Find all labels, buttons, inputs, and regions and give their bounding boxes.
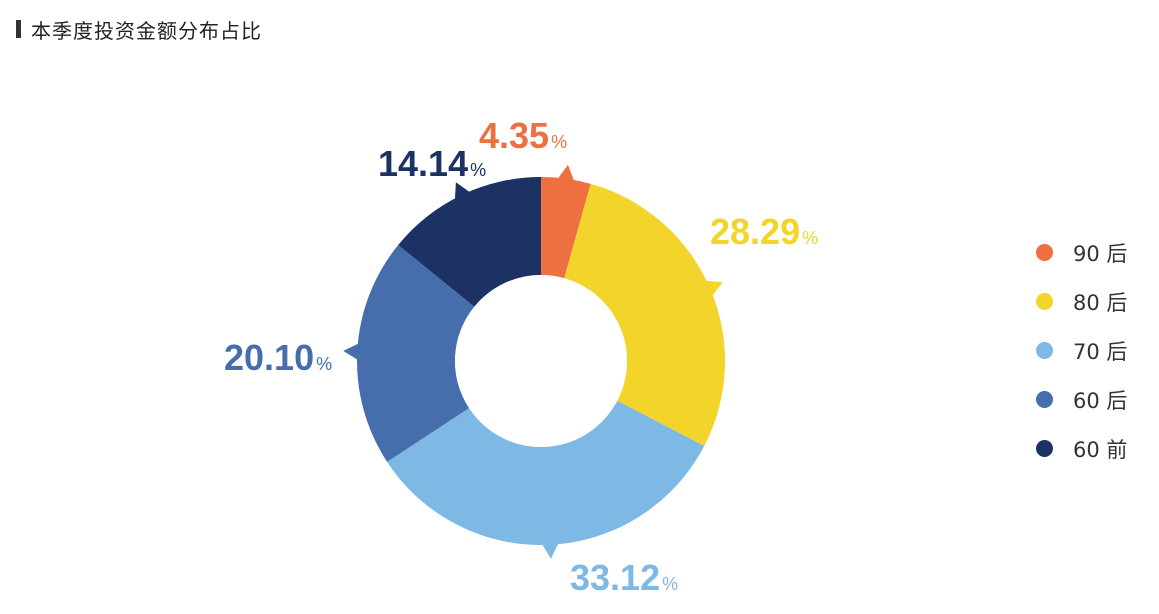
data-label-value-60s: 20.10	[224, 337, 314, 378]
data-label-60s: 20.10%	[224, 337, 332, 378]
data-label-value-pre60: 14.14	[378, 143, 468, 184]
legend-dot-60s	[1036, 391, 1053, 408]
legend-label-pre60: 60 前	[1073, 437, 1128, 462]
data-label-unit-pre60: %	[470, 160, 486, 180]
data-label-value-80s: 28.29	[710, 211, 800, 252]
slice-90s[interactable]	[541, 177, 591, 279]
pointer-pre60	[454, 182, 471, 201]
slice-80s[interactable]	[564, 183, 725, 446]
data-label-90s: 4.35%	[479, 115, 567, 156]
pointer-90s	[556, 164, 575, 183]
legend-dot-80s	[1036, 293, 1053, 310]
data-label-pre60: 14.14%	[378, 143, 486, 184]
legend-item-80s[interactable]: 80 后	[1036, 277, 1127, 326]
legend-item-90s[interactable]: 90 后	[1036, 228, 1127, 277]
slice-70s[interactable]	[387, 400, 705, 545]
slice-60s[interactable]	[357, 244, 475, 462]
legend-label-80s: 80 后	[1073, 290, 1128, 315]
legend-label-60s: 60 后	[1073, 388, 1128, 413]
donut-hole	[455, 275, 627, 447]
legend-item-70s[interactable]: 70 后	[1036, 326, 1127, 375]
pointer-80s	[704, 280, 723, 297]
chart-title: 本季度投资金额分布占比	[31, 18, 262, 43]
data-label-unit-90s: %	[551, 132, 567, 152]
legend-label-90s: 90 后	[1073, 241, 1128, 266]
data-label-unit-80s: %	[802, 228, 818, 248]
title-marker	[16, 20, 21, 38]
slice-pre60[interactable]	[398, 177, 541, 307]
data-label-80s: 28.29%	[710, 211, 818, 252]
data-label-unit-60s: %	[316, 354, 332, 374]
data-label-value-90s: 4.35	[479, 115, 549, 156]
legend-dot-90s	[1036, 244, 1053, 261]
legend-item-pre60[interactable]: 60 前	[1036, 424, 1127, 473]
data-label-unit-70s: %	[662, 574, 678, 594]
legend-label-70s: 70 后	[1073, 339, 1128, 364]
data-label-70s: 33.12%	[570, 557, 678, 598]
chart-title-bar: 本季度投资金额分布占比	[16, 16, 262, 43]
legend-item-60s[interactable]: 60 后	[1036, 375, 1127, 424]
chart-legend: 90 后 80 后 70 后 60 后 60 前	[1036, 228, 1127, 473]
data-label-value-70s: 33.12	[570, 557, 660, 598]
legend-dot-pre60	[1036, 440, 1053, 457]
legend-dot-70s	[1036, 342, 1053, 359]
pointer-70s	[541, 542, 560, 559]
pointer-60s	[343, 342, 360, 361]
